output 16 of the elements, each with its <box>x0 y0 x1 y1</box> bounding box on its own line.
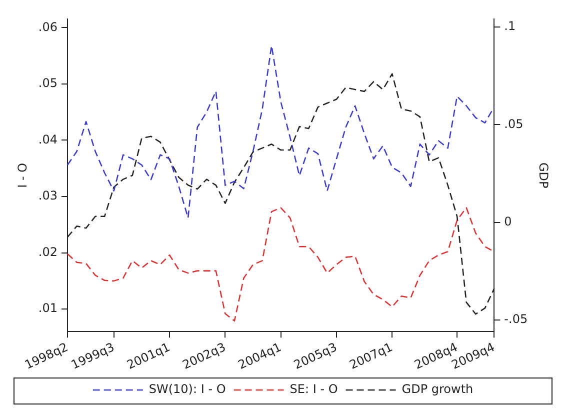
y2-tick-label: .05 <box>504 116 524 131</box>
y2-tick-label: 0 <box>504 214 512 228</box>
legend-label: SW(10): I - O <box>148 382 226 396</box>
legend-label: SE: I - O <box>290 382 338 396</box>
y-tick-label: .04 <box>38 132 58 146</box>
y2-tick-label: -.05 <box>504 312 528 326</box>
y-axis-title: I - O <box>15 162 30 188</box>
y2-axis-title: GDP <box>536 162 551 188</box>
y-tick-label: .03 <box>38 188 58 203</box>
y-tick-label: .05 <box>38 76 58 90</box>
y-tick-label: .02 <box>38 244 58 259</box>
legend-label: GDP growth <box>402 382 474 396</box>
line-series <box>66 45 495 219</box>
y-tick-label: .06 <box>38 20 58 34</box>
y2-tick-label: .1 <box>504 19 516 34</box>
y-tick-label: .01 <box>38 301 58 316</box>
